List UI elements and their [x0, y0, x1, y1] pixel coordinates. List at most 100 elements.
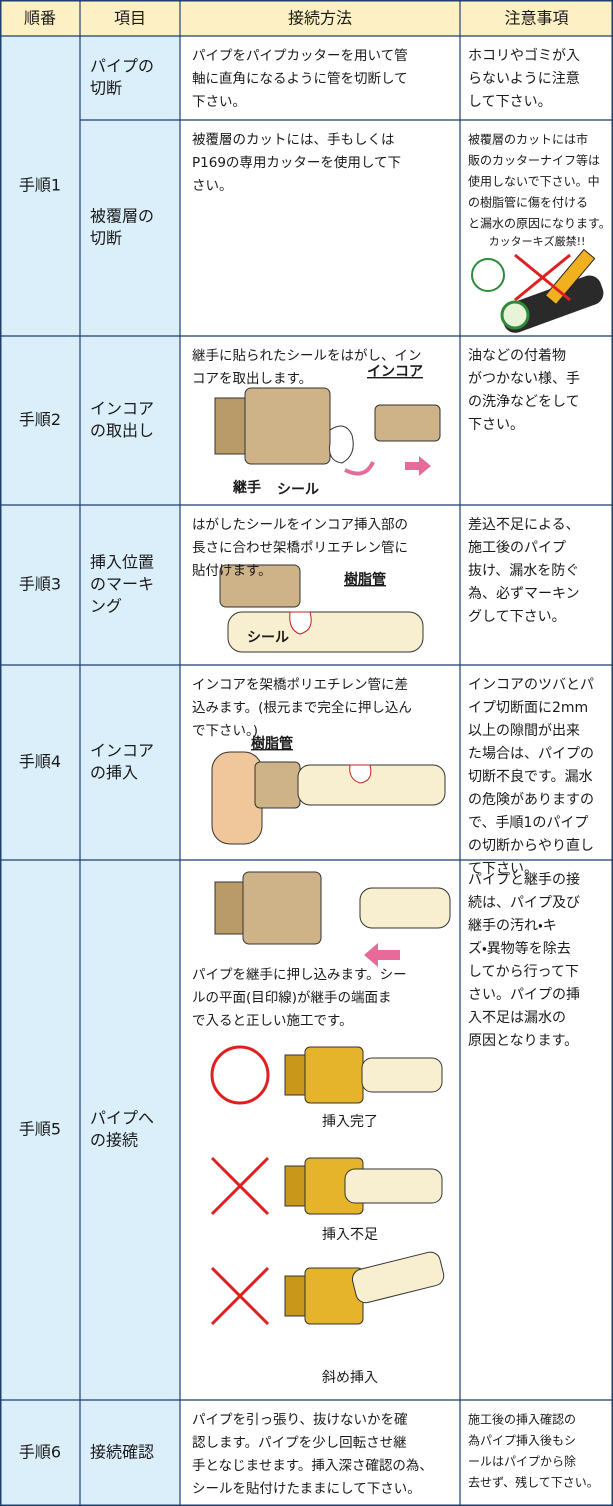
note-text: 販のカッターナイフ等は	[468, 154, 600, 168]
step-label: 手順3	[19, 575, 61, 594]
label-column-bg	[0, 36, 180, 1506]
method-text: パイプを継手に押し込みます。シー	[192, 967, 407, 983]
arrow	[344, 461, 375, 476]
pipe	[344, 1168, 443, 1204]
figure-caption: 挿入不足	[322, 1227, 378, 1243]
ng-figure: 挿入不足	[210, 1156, 443, 1243]
ng-mark	[210, 1156, 270, 1216]
pipe-end	[500, 300, 530, 330]
note-text: 切断不良です。漏水	[468, 769, 593, 785]
method-text: 貼付けます。	[192, 563, 272, 579]
note-text: して下さい。	[468, 94, 552, 110]
item-text: パイプへ	[90, 1109, 154, 1128]
note-text: イプ切断面に2mm	[468, 700, 588, 716]
method-text: シールを貼付けたままにして下さい。	[192, 1481, 421, 1497]
note-text: らないように注意	[468, 71, 580, 87]
note-text: パイプと継手の接	[468, 872, 580, 888]
incore-figure: インコア 継手 シール	[214, 364, 441, 498]
illustrations: カッターキズ厳禁!! インコア 継手 シール 樹脂管 シール	[210, 234, 604, 1386]
method-text: 認します。パイプを少し回転させ継	[192, 1435, 407, 1451]
method-text: インコアを架橋ポリエチレン管に差	[192, 677, 408, 693]
note-text: してから行って下	[468, 964, 579, 980]
note-text: 被覆層のカットには市	[468, 133, 588, 147]
header-cell: 順番	[24, 9, 56, 28]
fitting-thread	[284, 1275, 308, 1317]
arrow	[364, 943, 400, 967]
note-text: 以上の隙間が出来	[468, 723, 580, 739]
method-text: で下さい。)	[192, 723, 258, 739]
method-text: さい。	[192, 178, 233, 194]
note-text: の洗浄などをして	[468, 394, 580, 410]
method-text: 被覆層のカットには、手もしくは	[192, 132, 395, 148]
step-label: 手順1	[19, 176, 61, 195]
step-label: 手順4	[19, 752, 61, 771]
zoom-circle	[471, 258, 505, 292]
figure-label: 樹脂管	[344, 571, 386, 588]
note-text: ホコリやゴミが入	[468, 47, 580, 64]
note-text: 原因となります。	[468, 1033, 578, 1049]
figure-label: インコア	[367, 364, 423, 380]
pipe	[359, 887, 451, 929]
figure-caption: カッターキズ厳禁!!	[489, 234, 586, 248]
figure-label: 樹脂管	[251, 735, 293, 752]
note-text: 施工後の挿入確認の	[468, 1412, 576, 1427]
cutter-figure: カッターキズ厳禁!!	[471, 234, 604, 333]
fitting-thread	[214, 397, 246, 455]
pipe	[227, 611, 424, 653]
fitting-body	[242, 871, 322, 945]
item-text: の接続	[90, 1131, 138, 1150]
figure-label: シール	[277, 482, 319, 498]
seal	[329, 425, 354, 464]
item-text: のマーキ	[90, 575, 154, 594]
method-text: 継手に貼られたシールをはがし、イン	[192, 348, 422, 364]
note-text: インコアのツバとパ	[468, 677, 594, 693]
angled-figure: 斜め挿入	[210, 1251, 445, 1386]
item-text: パイプの	[90, 57, 154, 76]
note-text: の樹脂管に傷を付ける	[468, 195, 588, 210]
note-text: 抜け、漏水を防ぐ	[468, 563, 579, 579]
item-text: インコア	[90, 741, 154, 760]
header-cell: 注意事項	[504, 9, 568, 28]
ok-mark	[210, 1045, 270, 1105]
pipe	[297, 764, 446, 806]
item-text: インコア	[90, 399, 154, 418]
item-text: 切断	[90, 229, 122, 248]
figure-caption: 挿入完了	[322, 1114, 378, 1130]
item-text: ング	[90, 597, 122, 616]
method-text: パイプを引っ張り、抜けないかを確	[192, 1412, 407, 1428]
header-bg	[0, 0, 613, 36]
marking-figure: 樹脂管 シール	[219, 564, 424, 653]
method-text: はがしたシールをインコア挿入部の	[192, 517, 408, 533]
seal	[289, 611, 312, 635]
note-text: がつかない様、手	[468, 371, 580, 387]
step-label: 手順2	[19, 410, 61, 429]
arrow	[405, 456, 431, 476]
pipe	[351, 1251, 445, 1304]
method-text: P169の専用カッターを使用して下	[192, 154, 401, 171]
item-text: の取出し	[90, 421, 154, 440]
fitting-thread	[284, 1054, 308, 1096]
item-text: 切断	[90, 79, 122, 98]
insert-figure: 樹脂管	[211, 735, 446, 845]
method-text: 長さに合わせ架橋ポリエチレン管に	[192, 540, 408, 556]
fitting-thread	[214, 881, 244, 935]
method-text: コアを取出します。	[192, 371, 312, 387]
note-text: 使用しないで下さい。中	[468, 174, 600, 189]
method-text: パイプをパイプカッターを用いて管	[192, 48, 408, 64]
note-text: 施工後のパイプ	[468, 540, 566, 556]
figure-caption: 斜め挿入	[322, 1370, 378, 1386]
item-text: の挿入	[90, 763, 138, 782]
note-text: 為、必ずマーキン	[468, 586, 580, 602]
note-text: 去せず、残して下さい。	[468, 1476, 599, 1490]
note-text: と漏水の原因になります。	[468, 217, 611, 231]
note-text: 継手の汚れ・キ	[468, 918, 557, 934]
step-label: 手順6	[19, 1443, 61, 1462]
ok-figure: 挿入完了	[210, 1045, 443, 1130]
fitting-body	[304, 1046, 364, 1104]
note-text: 入不足は漏水の	[468, 1010, 566, 1026]
note-text: て下さい。	[468, 861, 538, 877]
note-text: で、手順1のパイプ	[468, 815, 588, 831]
